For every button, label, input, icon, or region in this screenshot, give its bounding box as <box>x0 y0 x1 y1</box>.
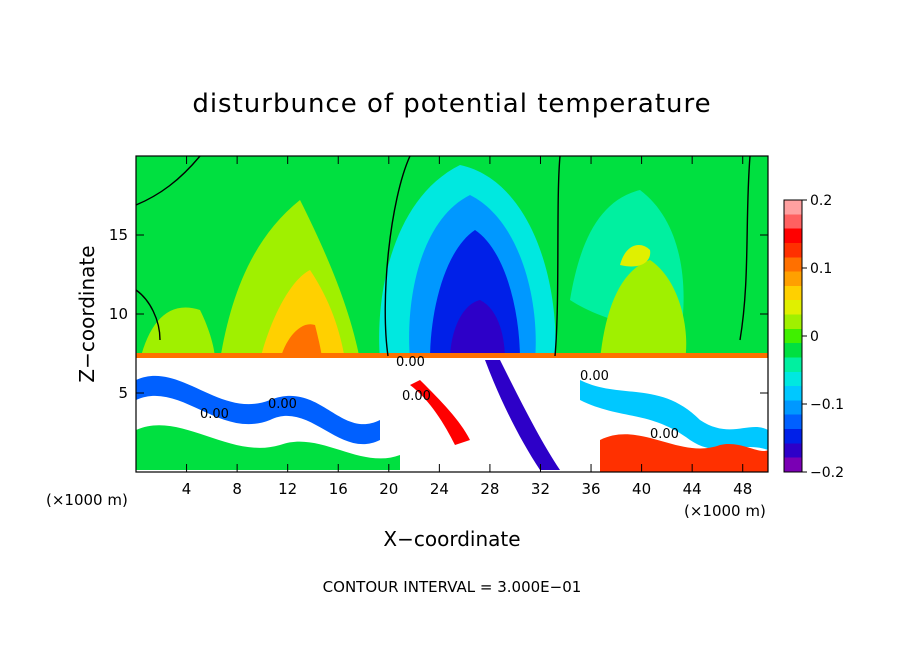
x-tick-label: 32 <box>531 480 550 498</box>
x-tick-label: 40 <box>632 480 651 498</box>
y-tick-label: 10 <box>109 305 128 323</box>
x-tick-label: 28 <box>480 480 499 498</box>
contour-label: 0.00 <box>268 397 297 412</box>
contour-label: 0.00 <box>200 407 229 422</box>
colorbar <box>783 199 803 473</box>
x-tick-label: 20 <box>379 480 398 498</box>
contour-label: 0.00 <box>396 355 425 370</box>
x-axis: 4 8 12 16 20 24 28 32 36 40 44 48 <box>182 156 752 498</box>
x-tick-label: 48 <box>733 480 752 498</box>
warm-left <box>140 307 215 360</box>
warm-right-spot <box>620 245 651 267</box>
contour-label: 0.00 <box>580 369 609 384</box>
y-axis-label: Z−coordinate <box>75 245 99 382</box>
x-axis-label: X−coordinate <box>383 527 520 551</box>
contour-lines <box>136 156 751 357</box>
x-tick-label: 16 <box>329 480 348 498</box>
lower-band-5 <box>600 434 768 472</box>
lower-band-6 <box>410 380 470 445</box>
warm-spot <box>280 324 322 360</box>
colorbar-ticks: 0.2 0.1 0 −0.1 −0.2 <box>802 193 844 481</box>
contour-label: 0.00 <box>402 389 431 404</box>
lower-band-1 <box>136 375 380 445</box>
x-tick-label: 4 <box>182 480 192 498</box>
chart-title: disturbunce of potential temperature <box>192 89 711 119</box>
colorbar-tick-label: 0.2 <box>810 193 832 209</box>
warm-right <box>600 260 687 360</box>
y-tick-label: 5 <box>118 384 128 402</box>
x-unit-right: (×1000 m) <box>684 502 766 520</box>
x-unit-left: (×1000 m) <box>46 491 128 509</box>
contour-label: 0.00 <box>650 427 679 442</box>
contour-labels: 0.00 0.00 0.00 0.00 0.00 0.00 <box>200 355 679 442</box>
warm-core <box>260 270 345 360</box>
field-plot <box>136 156 768 472</box>
lower-band-2 <box>136 425 400 470</box>
x-tick-label: 36 <box>581 480 600 498</box>
colorbar-tick-label: −0.2 <box>810 465 844 481</box>
contour-interval-note: CONTOUR INTERVAL = 3.000E−01 <box>323 578 582 596</box>
x-tick-label: 24 <box>430 480 449 498</box>
x-tick-label: 8 <box>232 480 242 498</box>
boundary-band <box>136 353 768 358</box>
colorbar-tick-label: 0.1 <box>810 261 832 277</box>
x-tick-label: 12 <box>278 480 297 498</box>
colorbar-tick-label: −0.1 <box>810 397 844 413</box>
y-tick-label: 15 <box>109 226 128 244</box>
x-tick-label: 44 <box>683 480 702 498</box>
cold-plume-core <box>450 300 505 360</box>
lower-band-3 <box>485 360 560 470</box>
lower-band-4 <box>580 380 768 450</box>
y-axis: 5 10 15 <box>109 226 768 402</box>
colorbar-tick-label: 0 <box>810 329 819 345</box>
